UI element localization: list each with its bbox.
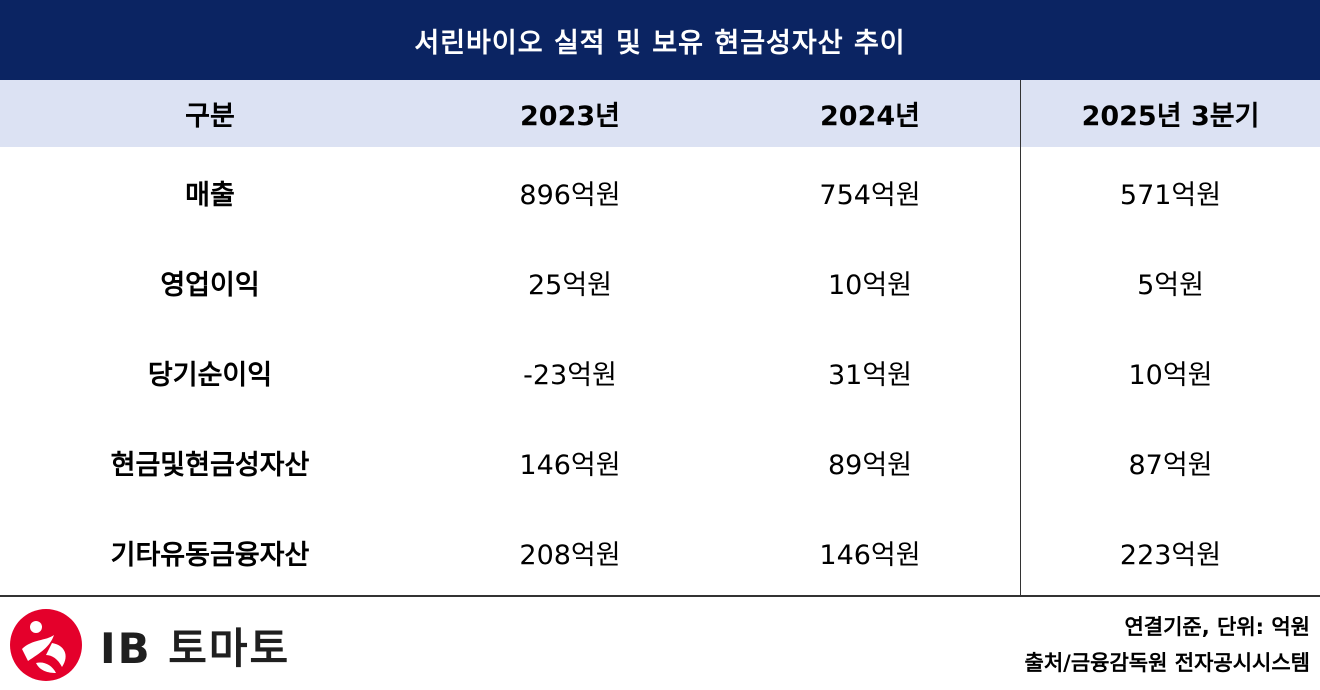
ib-tomato-logo: IB 토마토 (6, 605, 336, 685)
table-row: 기타유동금융자산 208억원 146억원 223억원 (0, 507, 1320, 597)
cell-2024: 754억원 (819, 179, 921, 211)
cell-2023: -23억원 (523, 359, 617, 391)
cell-2025-q3: 571억원 (1020, 147, 1320, 237)
table-title: 서린바이오 실적 및 보유 현금성자산 추이 (0, 0, 1320, 80)
cell-2023: 208억원 (519, 539, 621, 571)
cell-2025-q3: 223억원 (1020, 507, 1320, 597)
cell-2024: 89억원 (827, 449, 913, 481)
row-label: 매출 (185, 179, 235, 211)
cell-2024: 146억원 (819, 539, 921, 571)
row-label: 당기순이익 (147, 359, 273, 391)
table-bottom-rule (0, 595, 1320, 597)
row-label: 현금및현금성자산 (110, 449, 310, 481)
row-label: 기타유동금융자산 (110, 539, 310, 571)
cell-2025-q3: 10억원 (1020, 327, 1320, 417)
footer: IB 토마토 연결기준, 단위: 억원 출처/금융감독원 전자공시시스템 (0, 597, 1320, 690)
cell-2025-q3: 87억원 (1020, 417, 1320, 507)
table-row: 현금및현금성자산 146억원 89억원 87억원 (0, 417, 1320, 507)
table-row: 매출 896억원 754억원 571억원 (0, 147, 1320, 237)
cell-2025-q3: 5억원 (1020, 237, 1320, 327)
cell-2023: 146억원 (519, 449, 621, 481)
cell-2024: 10억원 (827, 269, 913, 301)
row-label: 영업이익 (160, 269, 260, 301)
table-row: 당기순이익 -23억원 31억원 10억원 (0, 327, 1320, 417)
header-2025-q3: 2025년 3분기 (1020, 80, 1320, 147)
header-category: 구분 (185, 101, 235, 132)
cell-2024: 31억원 (827, 359, 913, 391)
data-table: 구분 2023년 2024년 2025년 3분기 매출 896억원 754억원 … (0, 80, 1320, 597)
basis-note: 연결기준, 단위: 억원 (1124, 615, 1310, 639)
header-2024: 2024년 (820, 101, 920, 132)
logo-text: IB 토마토 (100, 623, 291, 673)
header-2023: 2023년 (520, 101, 620, 132)
cell-2023: 896억원 (519, 179, 621, 211)
tomato-logo-icon (10, 609, 82, 681)
table-header-row: 구분 2023년 2024년 2025년 3분기 (0, 80, 1320, 147)
table-row: 영업이익 25억원 10억원 5억원 (0, 237, 1320, 327)
source-note: 출처/금융감독원 전자공시시스템 (1024, 651, 1310, 675)
cell-2023: 25억원 (527, 269, 613, 301)
